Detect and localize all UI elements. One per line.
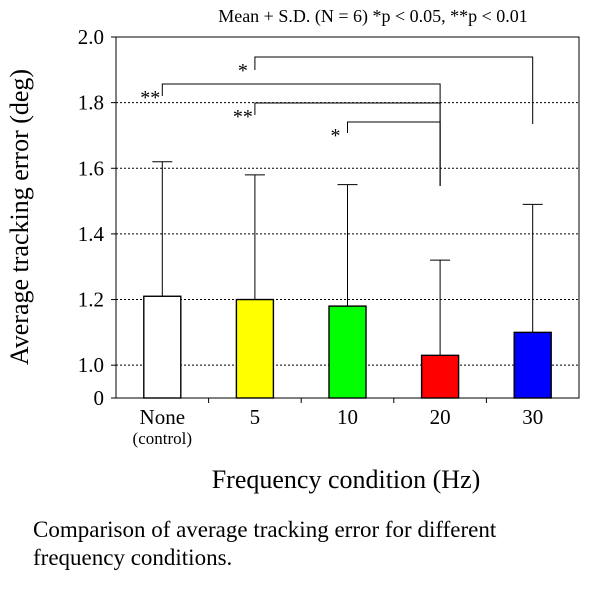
significance-bracket [254,102,441,186]
y-tick-label: 1.8 [78,91,104,115]
error-bars [152,161,543,356]
significance-bracket [254,56,534,124]
x-axis-ticks: None(control) 5 10 20 30 [133,398,543,448]
bars [143,295,552,399]
x-tick-label: 5 [250,405,261,429]
y-tick-label: 1.0 [78,353,104,377]
y-axis-label: Average tracking error (deg) [5,69,34,365]
y-tick-label: 1.2 [78,288,104,312]
bar-chart: Mean + S.D. (N = 6) *p < 0.05, **p < 0.0… [5,6,580,494]
significance-label: * [331,125,341,147]
significance-label: ** [140,87,160,109]
x-tick-label: 10 [337,405,358,429]
y-tick-label: 1.4 [78,222,105,246]
y-axis-ticks: 0 1.0 1.2 1.4 1.6 1.8 2.0 [78,25,116,410]
significance-bracket [161,83,441,186]
x-tick-label: None [140,405,186,429]
gridlines [116,102,579,366]
x-axis-label: Frequency condition (Hz) [212,465,481,494]
x-tick-label: 30 [522,405,543,429]
plot-frame [115,36,580,399]
bar [420,354,460,399]
y-tick-label: 2.0 [78,25,104,49]
bar [328,305,367,399]
bar [235,298,275,399]
y-tick-label: 1.6 [78,156,104,180]
significance-label: ** [233,106,253,128]
bar [143,295,182,399]
bar [513,331,552,399]
significance-bracket [347,121,441,186]
significance-brackets: ****** [140,56,534,186]
x-tick-label: 20 [430,405,451,429]
y-tick-label: 0 [94,386,105,410]
figure-caption: Comparison of average tracking error for… [33,517,497,570]
x-tick-sublabel: (control) [133,429,192,448]
significance-label: * [238,60,248,82]
chart-title: Mean + S.D. (N = 6) *p < 0.05, **p < 0.0… [218,6,528,27]
